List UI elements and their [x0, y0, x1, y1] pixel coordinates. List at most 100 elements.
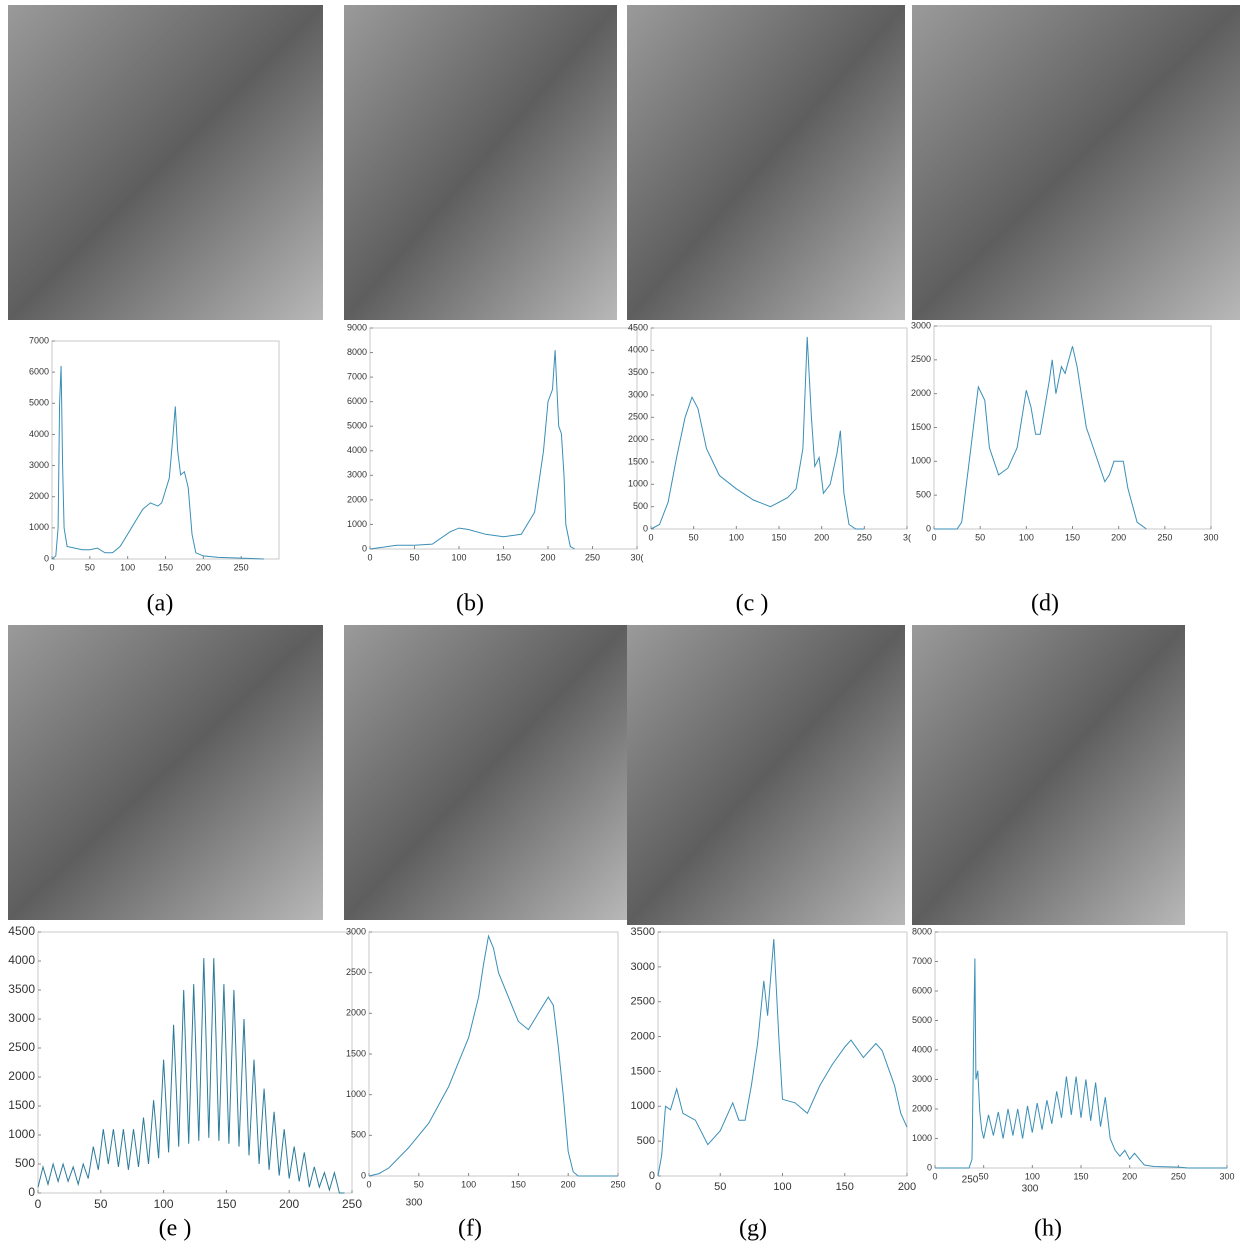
y-tick-label: 1000 — [628, 479, 648, 489]
x-tick-label: 150 — [1073, 1171, 1088, 1181]
x-tick-label: 150 — [1065, 532, 1080, 542]
y-tick-label: 2000 — [911, 388, 931, 398]
plot-frame — [370, 328, 637, 549]
x-tick-label: 150 — [771, 532, 786, 542]
y-tick-label: 6000 — [912, 985, 932, 995]
x-tick-label: 300 — [1219, 1171, 1234, 1181]
x-tick-label: 250 — [1171, 1171, 1186, 1181]
x-tick-label: 0 — [35, 1197, 42, 1211]
x-tick-label: 250 — [610, 1179, 625, 1189]
y-tick-label: 9000 — [347, 322, 367, 332]
y-tick-label: 2000 — [8, 1069, 35, 1083]
photo — [344, 5, 617, 320]
y-tick-label: 0 — [643, 523, 648, 533]
x-tick-label: 200 — [898, 1181, 916, 1193]
y-tick-label: 4500 — [8, 924, 35, 938]
x-tick-label: 100 — [154, 1197, 174, 1211]
histogram-line — [935, 959, 1227, 1169]
y-tick-label: 7000 — [29, 335, 49, 345]
x-tick-label: 50 — [689, 532, 699, 542]
x-tick-label: 50 — [85, 562, 95, 572]
y-tick-label: 8000 — [347, 347, 367, 357]
y-tick-label: 2000 — [912, 1103, 932, 1113]
y-tick-label: 0 — [361, 1170, 366, 1180]
histogram-line — [934, 346, 1146, 529]
x-tick-label: 300 — [1203, 532, 1218, 542]
y-tick-label: 5000 — [347, 421, 367, 431]
y-tick-label: 1000 — [346, 1089, 366, 1099]
y-tick-label: 3000 — [346, 926, 366, 936]
histogram-line — [369, 936, 618, 1176]
photo — [912, 5, 1240, 320]
x-tick-label: 50 — [94, 1197, 108, 1211]
caption: (d) — [1031, 591, 1059, 617]
plot-frame — [651, 328, 907, 529]
x-tick-label: 100 — [1019, 532, 1034, 542]
histogram-line — [370, 350, 575, 549]
y-tick-label: 2000 — [631, 1030, 655, 1042]
y-tick-label: 2500 — [628, 412, 648, 422]
histogram-line — [658, 939, 907, 1176]
caption: (c ) — [736, 591, 769, 617]
plot-frame — [658, 932, 907, 1176]
y-tick-label: 2500 — [8, 1040, 35, 1054]
x-tick-label: 0 — [648, 532, 653, 542]
x-tick-label: 50 — [975, 532, 985, 542]
y-tick-label: 3500 — [628, 367, 648, 377]
y-tick-label: 1500 — [911, 422, 931, 432]
y-tick-label: 4000 — [912, 1044, 932, 1054]
y-tick-label: 3000 — [29, 460, 49, 470]
y-tick-label: 1500 — [631, 1065, 655, 1077]
plot-frame — [52, 341, 279, 559]
x-tick-label: 100 — [461, 1179, 476, 1189]
x-tick-label: 0 — [932, 1171, 937, 1181]
y-tick-label: 500 — [916, 490, 931, 500]
y-tick-label: 500 — [633, 501, 648, 511]
x-tick-label: 0 — [49, 562, 54, 572]
y-tick-label: 3000 — [347, 470, 367, 480]
caption: (g) — [739, 1216, 767, 1242]
y-tick-label: 2500 — [911, 354, 931, 364]
x-tick-label: 250 — [234, 562, 249, 572]
y-tick-label: 500 — [351, 1130, 366, 1140]
y-tick-label: 8000 — [912, 926, 932, 936]
y-tick-label: 500 — [637, 1135, 655, 1147]
plot-frame — [369, 932, 618, 1176]
y-tick-label: 2000 — [29, 491, 49, 501]
histogram-line — [651, 337, 864, 529]
y-tick-label: 0 — [44, 553, 49, 563]
y-tick-label: 5000 — [912, 1015, 932, 1025]
y-tick-label: 4000 — [8, 953, 35, 967]
x-tick-label: 150 — [496, 552, 511, 562]
x-tick-label: 50 — [409, 552, 419, 562]
histogram-line — [52, 366, 264, 559]
y-tick-label: 2500 — [346, 967, 366, 977]
x-tick-label: 200 — [814, 532, 829, 542]
axis-annotation: 250 — [962, 1175, 979, 1186]
y-tick-label: 2000 — [628, 434, 648, 444]
photo — [8, 625, 323, 920]
x-tick-label: 0 — [366, 1179, 371, 1189]
x-tick-label: 100 — [729, 532, 744, 542]
x-tick-label: 100 — [120, 562, 135, 572]
y-tick-label: 3500 — [8, 982, 35, 996]
x-tick-label: 200 — [196, 562, 211, 572]
figure: 0100020003000400050006000700005010015020… — [0, 0, 1248, 1248]
x-tick-label: 150 — [511, 1179, 526, 1189]
x-tick-label: 250 — [585, 552, 600, 562]
y-tick-label: 500 — [15, 1156, 35, 1170]
y-tick-label: 4000 — [628, 345, 648, 355]
y-tick-label: 3000 — [631, 961, 655, 973]
x-tick-label: 100 — [773, 1181, 791, 1193]
x-tick-label: 50 — [714, 1181, 726, 1193]
x-tick-label: 250 — [342, 1197, 362, 1211]
y-tick-label: 6000 — [347, 396, 367, 406]
axis-annotation: 300 — [406, 1198, 423, 1209]
x-tick-label: 150 — [216, 1197, 236, 1211]
photo — [627, 5, 905, 320]
y-tick-label: 0 — [926, 523, 931, 533]
plot-frame — [935, 932, 1227, 1168]
y-tick-label: 7000 — [347, 371, 367, 381]
x-tick-label: 200 — [279, 1197, 299, 1211]
y-tick-label: 3000 — [628, 389, 648, 399]
